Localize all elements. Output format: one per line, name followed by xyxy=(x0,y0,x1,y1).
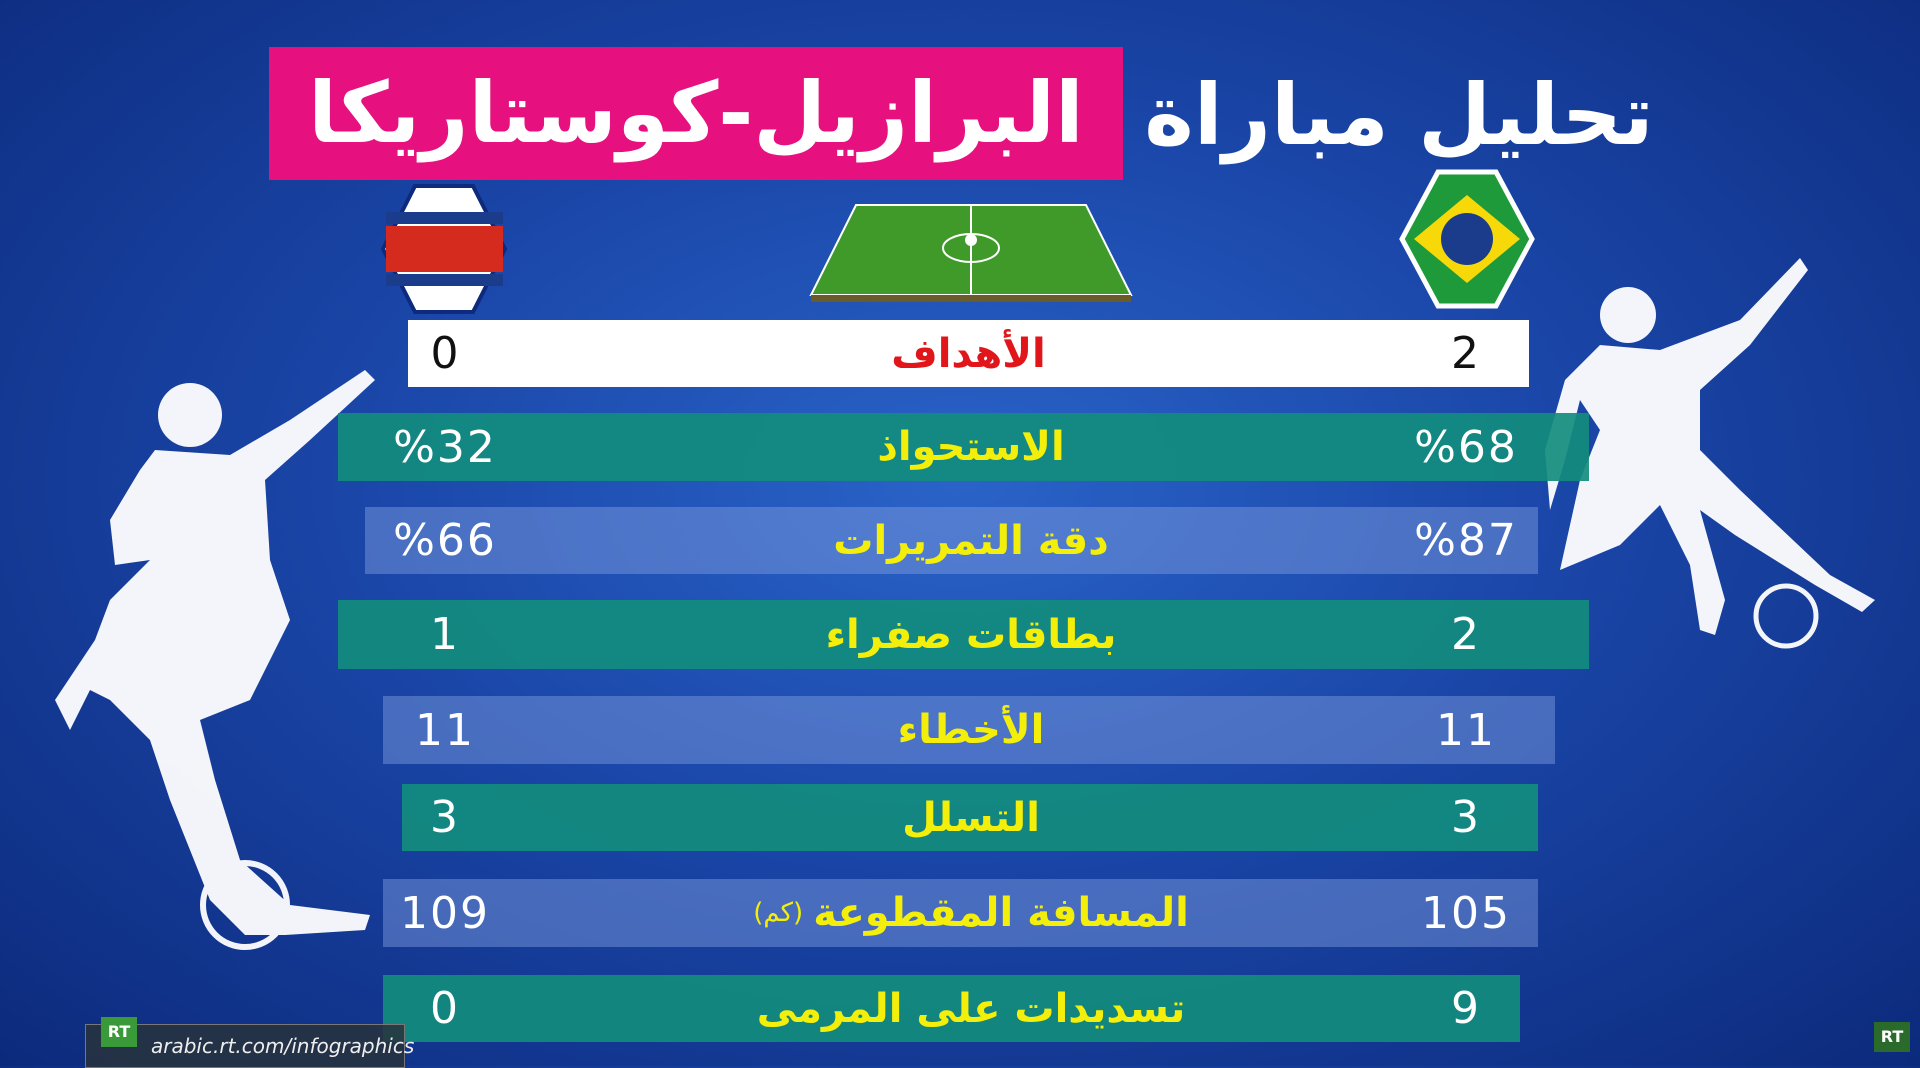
stat-row: 11 الأخطاء 11 xyxy=(383,696,1555,764)
stat-label: الاستحواذ xyxy=(671,413,1271,481)
stat-row: 109 المسافة المقطوعة (كم) 105 xyxy=(383,879,1538,947)
label-text: دقة التمريرات xyxy=(833,517,1109,564)
stat-label: المسافة المقطوعة (كم) xyxy=(671,879,1271,947)
right-value: 2 xyxy=(1451,609,1481,660)
player-right xyxy=(1545,258,1875,649)
stat-row: 0 تسديدات على المرمى 9 xyxy=(383,975,1520,1042)
title: تحليل مباراة xyxy=(1144,66,1654,164)
goals-right: 2 xyxy=(1451,328,1481,379)
footer-logo: RT xyxy=(101,1017,137,1047)
left-value: 109 xyxy=(400,887,490,939)
flag-brazil xyxy=(1399,169,1535,309)
footer: RT arabic.rt.com/infographics xyxy=(85,1017,414,1068)
right-value: 11 xyxy=(1436,704,1496,756)
right-value: %68 xyxy=(1414,421,1518,473)
stat-label: تسديدات على المرمى xyxy=(671,975,1271,1042)
label-text: الأخطاء xyxy=(897,707,1045,753)
corner-logo: RT xyxy=(1874,1022,1910,1052)
player-left xyxy=(55,370,375,950)
stat-label: الأخطاء xyxy=(671,696,1271,764)
stat-row: %32 الاستحواذ %68 xyxy=(338,413,1589,481)
title-highlight: البرازيل-كوستاريكا xyxy=(269,47,1123,180)
label-text: تسديدات على المرمى xyxy=(756,985,1186,1032)
stat-label: دقة التمريرات xyxy=(671,507,1271,574)
stat-row: %66 دقة التمريرات %87 xyxy=(365,507,1538,574)
left-value: 1 xyxy=(430,609,460,660)
left-value: 11 xyxy=(415,704,475,756)
stat-row: 1 بطاقات صفراء 2 xyxy=(338,600,1589,669)
goals-left: 0 xyxy=(430,328,461,379)
left-value: 0 xyxy=(430,983,460,1034)
pitch xyxy=(809,204,1133,302)
goals-row: 0 الأهداف 2 xyxy=(408,320,1529,387)
label-unit: (كم) xyxy=(753,898,804,928)
label-text: بطاقات صفراء xyxy=(825,611,1117,658)
flag-costa-rica xyxy=(380,184,508,314)
label-text: الاستحواذ xyxy=(877,424,1065,470)
footer-url: arabic.rt.com/infographics xyxy=(151,1034,415,1058)
left-value: %66 xyxy=(393,515,497,566)
label-text: المسافة المقطوعة xyxy=(813,890,1189,936)
stat-label: التسلل xyxy=(671,784,1271,851)
left-value: 3 xyxy=(430,792,460,843)
left-value: %32 xyxy=(393,421,497,473)
right-value: 3 xyxy=(1451,792,1481,843)
stat-label: بطاقات صفراء xyxy=(671,600,1271,669)
right-value: %87 xyxy=(1414,515,1518,566)
stat-row: 3 التسلل 3 xyxy=(402,784,1538,851)
right-value: 9 xyxy=(1451,983,1481,1034)
right-value: 105 xyxy=(1421,887,1511,939)
goals-label: الأهداف xyxy=(891,330,1046,377)
label-text: التسلل xyxy=(902,794,1040,841)
